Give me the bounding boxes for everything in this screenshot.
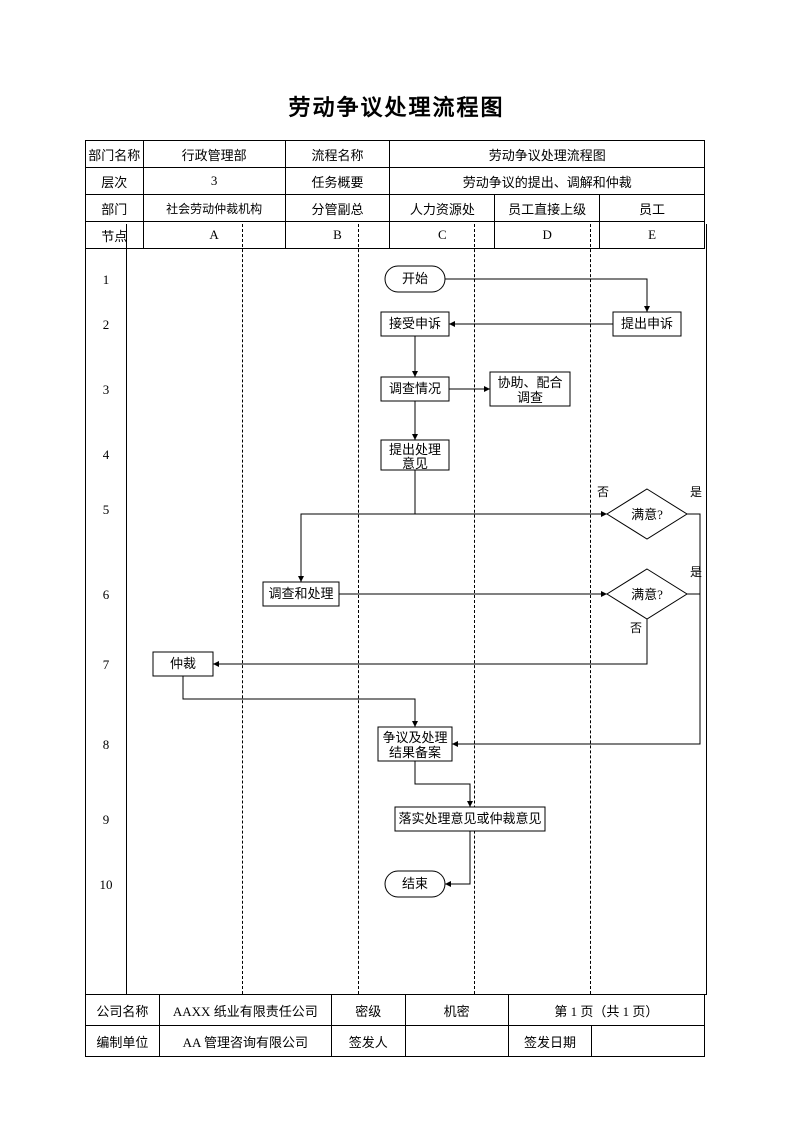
assist-label-1: 协助、配合 xyxy=(497,375,562,390)
start-label: 开始 xyxy=(402,271,428,286)
footer-table: 公司名称 AAXX 纸业有限责任公司 密级 机密 第 1 页（共 1 页） 编制… xyxy=(85,994,705,1057)
no1-label: 否 xyxy=(597,485,609,499)
dept-row-label: 部门 xyxy=(86,195,144,222)
investigate-label: 调查情况 xyxy=(389,381,441,396)
edge-archive-implement xyxy=(415,761,470,807)
author-label: 编制单位 xyxy=(86,1026,160,1057)
lane-D-header: 员工直接上级 xyxy=(495,195,600,222)
edge-yes1-archive xyxy=(452,514,700,744)
edge-implement-end xyxy=(445,831,470,884)
signer-value xyxy=(405,1026,508,1057)
company-label: 公司名称 xyxy=(86,995,160,1026)
proc-value: 劳动争议处理流程图 xyxy=(390,141,705,168)
page-title: 劳动争议处理流程图 xyxy=(0,0,793,122)
signer-label: 签发人 xyxy=(331,1026,405,1057)
page-info: 第 1 页（共 1 页） xyxy=(508,995,704,1026)
submit-label: 提出申诉 xyxy=(621,316,673,331)
satisfied1-label: 满意? xyxy=(631,507,663,522)
secret-value: 机密 xyxy=(405,995,508,1026)
level-value: 3 xyxy=(143,168,285,195)
accept-label: 接受申诉 xyxy=(389,316,441,331)
level-label: 层次 xyxy=(86,168,144,195)
satisfied2-label: 满意? xyxy=(631,587,663,602)
edge-start-submit xyxy=(445,279,647,312)
author-value: AA 管理咨询有限公司 xyxy=(159,1026,331,1057)
handle-label: 调查和处理 xyxy=(268,586,333,601)
lane-A-header: 社会劳动仲裁机构 xyxy=(143,195,285,222)
lane-C-header: 人力资源处 xyxy=(390,195,495,222)
implement-label: 落实处理意见或仲裁意见 xyxy=(398,811,541,826)
edge-no2-arbitrate xyxy=(213,619,647,664)
yes1-label: 是 xyxy=(690,485,702,499)
lane-B-header: 分管副总 xyxy=(285,195,390,222)
dept-value: 行政管理部 xyxy=(143,141,285,168)
edge-arbitrate-archive xyxy=(183,676,415,727)
date-value xyxy=(592,1026,705,1057)
propose-label-1: 提出处理 xyxy=(389,442,441,457)
edge-no1-handle xyxy=(301,514,607,582)
propose-label-2: 意见 xyxy=(402,456,428,471)
flowchart: 开始 提出申诉 接受申诉 调查情况 协助、配合 调查 提出处理 意见 满意? 否… xyxy=(85,224,705,994)
archive-label-2: 结果备案 xyxy=(389,745,441,760)
task-label: 任务概要 xyxy=(285,168,390,195)
date-label: 签发日期 xyxy=(508,1026,592,1057)
no2-label: 否 xyxy=(630,621,642,635)
company-value: AAXX 纸业有限责任公司 xyxy=(159,995,331,1026)
task-value: 劳动争议的提出、调解和仲裁 xyxy=(390,168,705,195)
dept-label: 部门名称 xyxy=(86,141,144,168)
arbitrate-label: 仲裁 xyxy=(170,656,196,671)
lane-E-header: 员工 xyxy=(600,195,705,222)
proc-label: 流程名称 xyxy=(285,141,390,168)
secret-label: 密级 xyxy=(331,995,405,1026)
end-label: 结束 xyxy=(402,876,428,891)
archive-label-1: 争议及处理 xyxy=(382,730,447,745)
edge-propose-satisfied1 xyxy=(415,470,607,514)
assist-label-2: 调查 xyxy=(517,390,543,405)
